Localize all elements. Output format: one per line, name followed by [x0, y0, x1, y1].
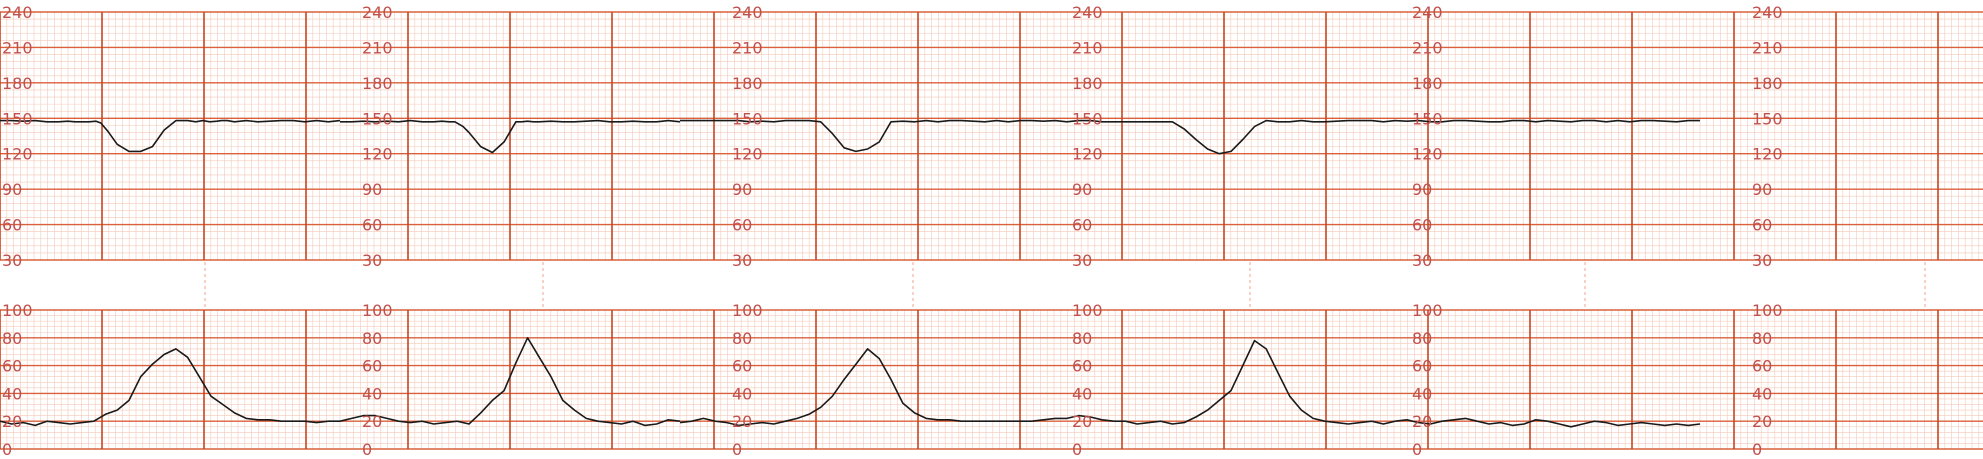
- y-tick-label: 20: [1412, 412, 1432, 431]
- y-tick-label: 240: [732, 3, 763, 22]
- y-tick-label: 60: [1072, 357, 1092, 376]
- y-tick-label: 40: [362, 384, 382, 403]
- y-tick-label: 60: [732, 357, 752, 376]
- y-tick-label: 40: [1072, 384, 1092, 403]
- y-tick-label: 120: [362, 145, 393, 164]
- fhr-panel-trace: [1020, 119, 1360, 155]
- fhr-panel-trace: [0, 119, 341, 153]
- tick-label-layer: 30 60 90 120 150 180 210 240 30 60 90 120 150 180 210 2…: [2, 3, 1783, 459]
- y-tick-label: 100: [1072, 301, 1103, 320]
- y-tick-label: 0: [2, 440, 12, 459]
- y-tick-label: 30: [362, 251, 382, 270]
- y-tick-label: 60: [1752, 357, 1772, 376]
- y-tick-label: 240: [1412, 3, 1443, 22]
- y-tick-label: 20: [2, 412, 22, 431]
- y-tick-label: 240: [1752, 3, 1783, 22]
- y-tick-label: 60: [732, 216, 752, 235]
- y-tick-label: 60: [2, 216, 22, 235]
- y-tick-label: 180: [732, 74, 763, 93]
- y-tick-label: 100: [732, 301, 763, 320]
- y-tick-label: 120: [732, 145, 763, 164]
- y-tick-label: 30: [732, 251, 752, 270]
- y-tick-label: 80: [732, 329, 752, 348]
- y-tick-label: 60: [2, 357, 22, 376]
- fhr-panel-trace: [680, 119, 1021, 153]
- y-tick-label: 150: [1412, 109, 1443, 128]
- y-tick-label: 120: [1752, 145, 1783, 164]
- fhr-panel-trace: [1360, 119, 1700, 123]
- y-tick-label: 90: [1072, 180, 1092, 199]
- y-tick-label: 80: [1752, 329, 1772, 348]
- y-tick-label: 0: [362, 440, 372, 459]
- y-tick-label: 100: [1412, 301, 1443, 320]
- y-tick-label: 150: [1752, 109, 1783, 128]
- uc-panel-trace: [1020, 339, 1361, 425]
- y-tick-label: 60: [362, 357, 382, 376]
- y-tick-label: 150: [732, 109, 763, 128]
- y-tick-label: 240: [362, 3, 393, 22]
- y-tick-label: 210: [1072, 38, 1103, 57]
- y-tick-label: 0: [1412, 440, 1422, 459]
- uc-panel-trace: [679, 348, 1020, 427]
- y-tick-label: 0: [1752, 440, 1762, 459]
- y-tick-label: 210: [362, 38, 393, 57]
- y-tick-label: 30: [2, 251, 22, 270]
- y-tick-label: 100: [2, 301, 33, 320]
- y-tick-label: 120: [1412, 145, 1443, 164]
- y-tick-label: 210: [732, 38, 763, 57]
- uc-panel-trace: [0, 348, 340, 427]
- y-tick-label: 80: [362, 329, 382, 348]
- y-tick-label: 180: [2, 74, 33, 93]
- y-tick-label: 80: [1412, 329, 1432, 348]
- y-tick-label: 180: [362, 74, 393, 93]
- y-tick-label: 210: [1412, 38, 1443, 57]
- y-tick-label: 80: [1072, 329, 1092, 348]
- y-tick-label: 0: [1072, 440, 1082, 459]
- y-tick-label: 20: [732, 412, 752, 431]
- y-tick-label: 210: [2, 38, 33, 57]
- y-tick-label: 90: [1752, 180, 1772, 199]
- grid-layer: [0, 11, 1983, 450]
- y-tick-label: 150: [1072, 109, 1103, 128]
- uc-panel-trace: [339, 336, 681, 427]
- trace-layer: [0, 119, 1701, 428]
- y-tick-label: 180: [1072, 74, 1103, 93]
- y-tick-label: 20: [362, 412, 382, 431]
- y-tick-label: 30: [1752, 251, 1772, 270]
- y-tick-label: 210: [1752, 38, 1783, 57]
- y-tick-label: 60: [1072, 216, 1092, 235]
- y-tick-label: 40: [1752, 384, 1772, 403]
- y-tick-label: 40: [732, 384, 752, 403]
- y-tick-label: 90: [2, 180, 22, 199]
- y-tick-label: 30: [1072, 251, 1092, 270]
- y-tick-label: 90: [732, 180, 752, 199]
- y-tick-label: 40: [2, 384, 22, 403]
- y-tick-label: 60: [1752, 216, 1772, 235]
- y-tick-label: 100: [362, 301, 393, 320]
- y-tick-label: 240: [1072, 3, 1103, 22]
- y-tick-label: 30: [1412, 251, 1432, 270]
- fhr-panel-trace: [340, 119, 681, 154]
- y-tick-label: 20: [1752, 412, 1772, 431]
- uc-panel-trace: [1359, 417, 1701, 428]
- y-tick-label: 90: [1412, 180, 1432, 199]
- y-tick-label: 150: [2, 109, 33, 128]
- y-tick-label: 60: [362, 216, 382, 235]
- y-tick-label: 0: [732, 440, 742, 459]
- y-tick-label: 80: [2, 329, 22, 348]
- y-tick-label: 60: [1412, 357, 1432, 376]
- y-tick-label: 40: [1412, 384, 1432, 403]
- gap-marker-layer: [204, 262, 1926, 308]
- y-tick-label: 180: [1412, 74, 1443, 93]
- y-tick-label: 150: [362, 109, 393, 128]
- y-tick-label: 100: [1752, 301, 1783, 320]
- y-tick-label: 90: [362, 180, 382, 199]
- y-tick-label: 120: [2, 145, 33, 164]
- y-tick-label: 20: [1072, 412, 1092, 431]
- y-tick-label: 240: [2, 3, 33, 22]
- y-tick-label: 180: [1752, 74, 1783, 93]
- y-tick-label: 60: [1412, 216, 1432, 235]
- y-tick-label: 120: [1072, 145, 1103, 164]
